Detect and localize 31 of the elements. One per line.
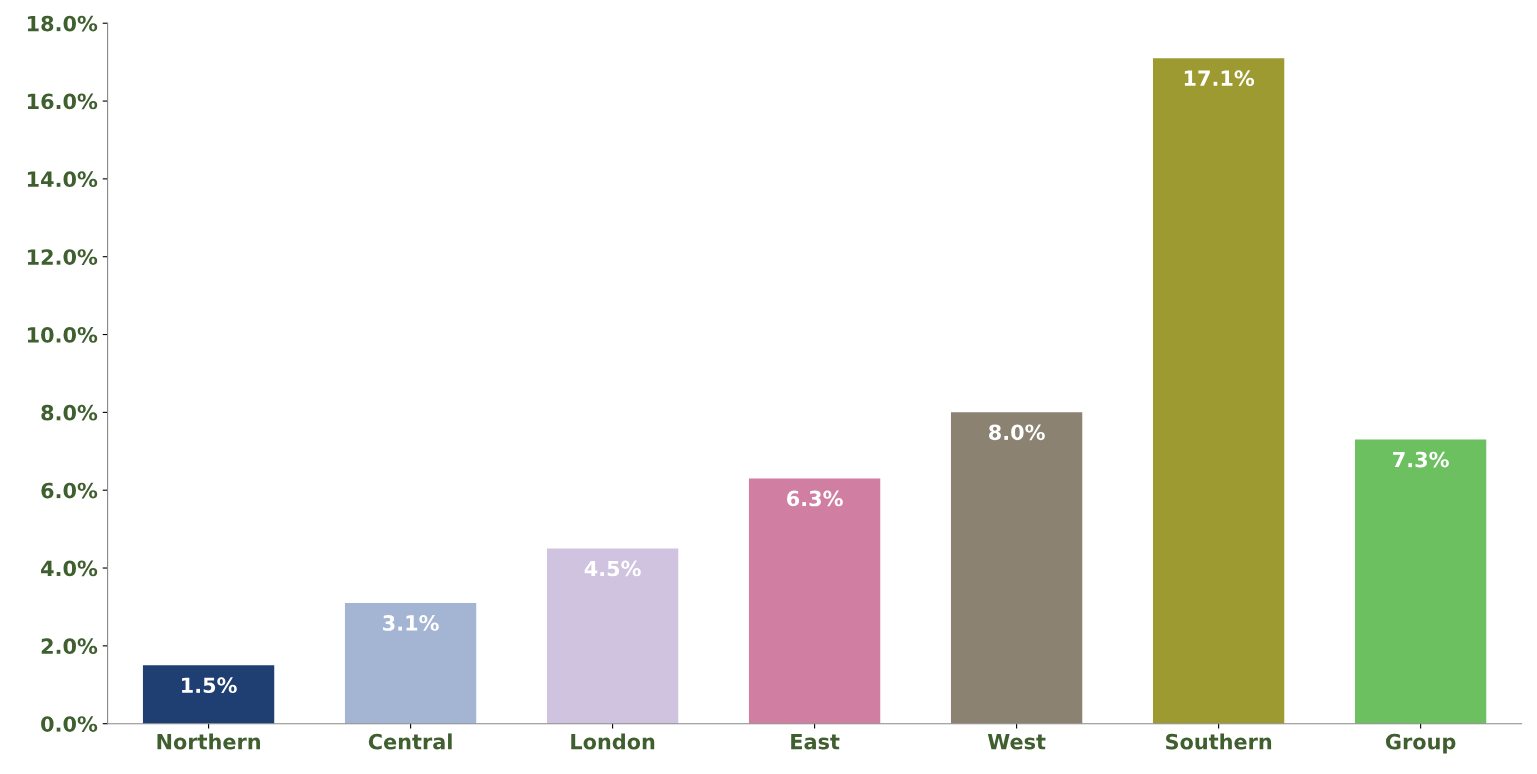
bar [546, 548, 679, 724]
y-tick-label: 16.0% [27, 93, 98, 110]
y-tick-label: 8.0% [41, 404, 98, 421]
bar [1354, 439, 1487, 724]
y-tick-label: 2.0% [41, 638, 98, 655]
data-label: 1.5% [182, 677, 237, 694]
data-label: 4.5% [584, 560, 641, 577]
x-tick-label: London [571, 733, 655, 750]
data-label: 17.1% [1184, 70, 1255, 87]
bar [344, 603, 477, 724]
y-tick-label: 0.0% [41, 716, 98, 732]
y-tick-label: 10.0% [27, 326, 98, 343]
y-tick-label: 14.0% [27, 171, 98, 188]
data-label: 6.3% [787, 490, 843, 507]
x-tick-label: Group [1385, 733, 1456, 754]
y-tick-label: 18.0% [27, 15, 98, 32]
x-tick-label: Central [368, 733, 452, 750]
x-tick-label: West [987, 734, 1046, 750]
x-tick-label: East [791, 734, 840, 750]
bar [142, 665, 275, 724]
bar [748, 478, 881, 724]
bar [1152, 58, 1285, 724]
data-label: 3.1% [383, 615, 439, 631]
x-tick-label: Southern [1166, 733, 1272, 750]
data-label: 8.0% [989, 424, 1045, 441]
y-tick-label: 12.0% [27, 249, 98, 265]
y-tick-label: 6.0% [41, 482, 98, 499]
x-tick-label: Northern [157, 733, 260, 750]
y-tick-label: 4.0% [41, 560, 98, 577]
bar [950, 412, 1083, 724]
data-label: 7.3% [1393, 451, 1449, 468]
